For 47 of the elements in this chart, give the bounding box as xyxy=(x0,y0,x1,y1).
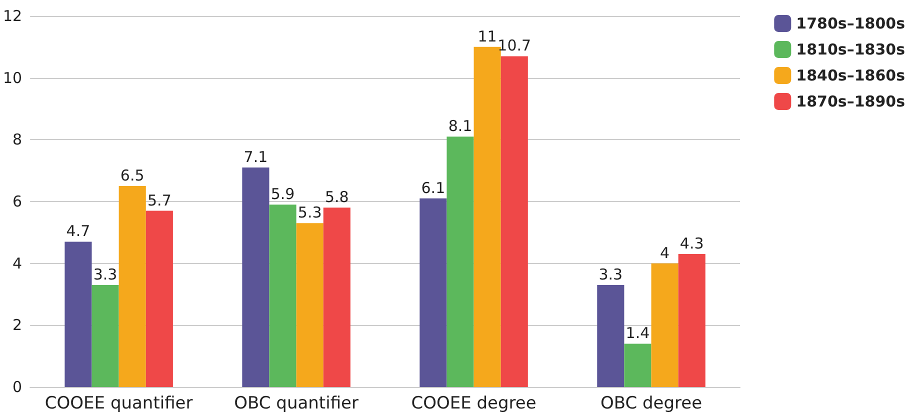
bar xyxy=(651,263,678,387)
bar xyxy=(446,136,474,387)
legend-label: 1840s–1860s xyxy=(796,66,906,84)
data-label: 3.3 xyxy=(598,265,623,284)
bar xyxy=(678,254,706,387)
data-label: 10.7 xyxy=(498,36,532,55)
legend-label: 1810s–1830s xyxy=(796,40,906,58)
data-label: 8.1 xyxy=(448,117,472,136)
data-label: 11 xyxy=(478,27,497,46)
y-tick-label: 2 xyxy=(12,316,22,334)
bar xyxy=(500,56,528,387)
x-tick-label: COOEE quantifier xyxy=(44,394,193,414)
data-label: 4.3 xyxy=(680,234,704,253)
y-tick-label: 6 xyxy=(12,192,22,210)
bar xyxy=(323,208,350,387)
bar xyxy=(92,284,119,387)
bar xyxy=(474,46,501,387)
data-label: 4.7 xyxy=(66,222,90,240)
data-label: 1.4 xyxy=(626,324,650,342)
bar xyxy=(269,204,296,387)
y-tick-label: 0 xyxy=(12,378,22,396)
x-tick-label: OBC quantifier xyxy=(234,394,358,414)
bar xyxy=(597,284,624,387)
data-label: 5.3 xyxy=(298,204,322,222)
bar xyxy=(64,242,92,387)
bar xyxy=(118,186,146,387)
data-label: 7.1 xyxy=(244,148,268,166)
bar xyxy=(242,167,270,387)
bar xyxy=(146,210,173,387)
legend-label: 1870s–1890s xyxy=(796,92,906,110)
y-tick-label: 12 xyxy=(2,7,22,25)
y-tick-label: 10 xyxy=(2,68,22,87)
data-label: 3.3 xyxy=(93,265,118,284)
legend-label: 1780s–1800s xyxy=(796,14,906,32)
x-tick-label: COOEE degree xyxy=(411,394,536,414)
y-tick-label: 8 xyxy=(12,130,22,149)
data-label: 4 xyxy=(660,244,670,262)
bar xyxy=(296,223,324,387)
bar xyxy=(420,198,447,387)
x-tick-label: OBC degree xyxy=(600,394,702,414)
bar xyxy=(624,344,652,387)
data-label: 5.8 xyxy=(324,188,349,206)
data-label: 5.7 xyxy=(147,191,172,210)
data-label: 6.1 xyxy=(421,178,446,197)
data-label: 5.9 xyxy=(270,185,295,204)
y-tick-label: 4 xyxy=(12,254,22,272)
data-label: 6.5 xyxy=(120,166,144,185)
